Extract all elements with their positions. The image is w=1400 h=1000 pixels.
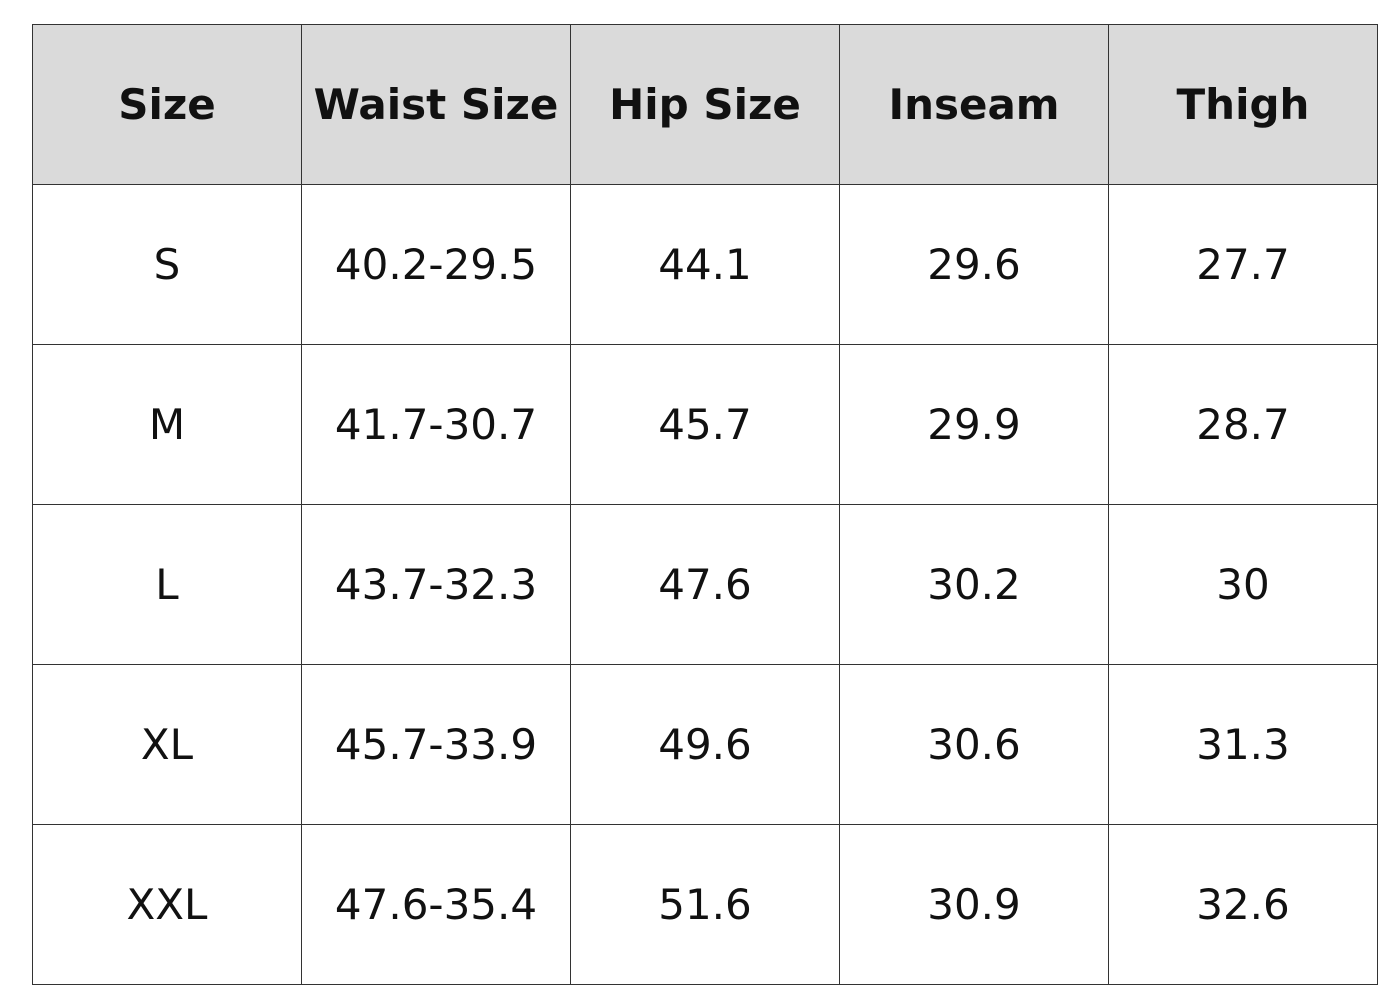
header-cell: Waist Size	[301, 24, 571, 185]
header-cell: Thigh	[1108, 24, 1378, 185]
table-row: S 40.2-29.5 44.1 29.6 27.7	[32, 184, 1378, 345]
table-cell: L	[32, 504, 302, 665]
table-cell: 28.7	[1108, 344, 1378, 505]
table-cell: 41.7-30.7	[301, 344, 571, 505]
table-cell: 45.7-33.9	[301, 664, 571, 825]
size-table: Size Waist Size Hip Size Inseam Thigh S 40.2-…	[32, 24, 1378, 985]
table-row: XXL 47.6-35.4 51.6 30.9 32.6	[32, 824, 1378, 985]
table-cell: S	[32, 184, 302, 345]
table-cell: 30.9	[839, 824, 1109, 985]
table-cell: 32.6	[1108, 824, 1378, 985]
table-cell: 31.3	[1108, 664, 1378, 825]
table-cell: XL	[32, 664, 302, 825]
table-cell: 47.6	[570, 504, 840, 665]
table-body: S 40.2-29.5 44.1 29.6 27.7 M 41.7-30.7 45.7 29.9…	[32, 184, 1378, 985]
table-cell: 30.2	[839, 504, 1109, 665]
table-cell: 45.7	[570, 344, 840, 505]
table-cell: 49.6	[570, 664, 840, 825]
table-cell: 47.6-35.4	[301, 824, 571, 985]
table-cell: 29.6	[839, 184, 1109, 345]
table-cell: M	[32, 344, 302, 505]
table-row: M 41.7-30.7 45.7 29.9 28.7	[32, 344, 1378, 505]
table-cell: 30.6	[839, 664, 1109, 825]
header-row: Size Waist Size Hip Size Inseam Thigh	[32, 24, 1378, 185]
table-cell: 44.1	[570, 184, 840, 345]
table-cell: 43.7-32.3	[301, 504, 571, 665]
table-cell: 27.7	[1108, 184, 1378, 345]
header-cell: Hip Size	[570, 24, 840, 185]
table-cell: 40.2-29.5	[301, 184, 571, 345]
table-row: L 43.7-32.3 47.6 30.2 30	[32, 504, 1378, 665]
table-cell: XXL	[32, 824, 302, 985]
table-row: XL 45.7-33.9 49.6 30.6 31.3	[32, 664, 1378, 825]
header-cell: Size	[32, 24, 302, 185]
table-cell: 51.6	[570, 824, 840, 985]
table-cell: 29.9	[839, 344, 1109, 505]
header-cell: Inseam	[839, 24, 1109, 185]
table-cell: 30	[1108, 504, 1378, 665]
